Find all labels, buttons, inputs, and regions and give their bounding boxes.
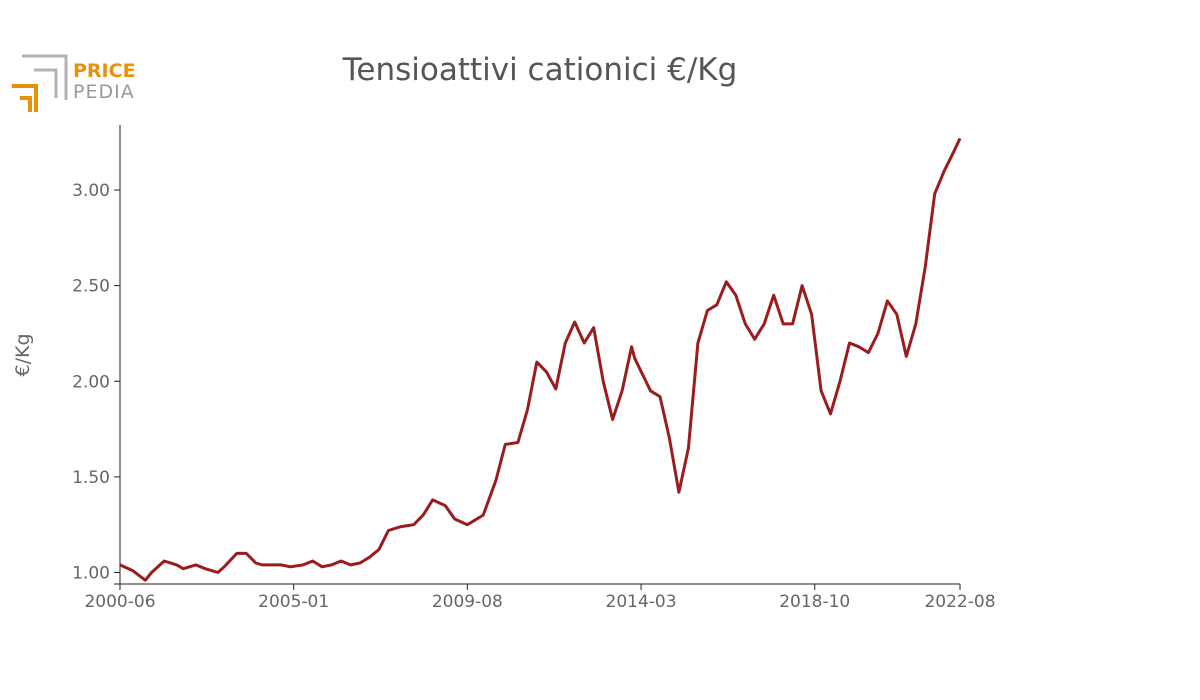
chart-title: Tensioattivi cationici €/Kg [342,52,738,88]
y-axis-label: €/Kg [12,333,34,376]
x-tick-label: 2000-06 [84,592,155,612]
logo-price-text: PRICE [73,60,136,82]
logo-pedia-text: PEDIA [73,81,135,103]
x-axis-ticks: 2000-06 2005-01 2009-08 2014-03 2018-10 2022-… [84,584,996,612]
x-tick-label: 2022-08 [924,592,995,612]
y-tick-label: 2.50 [72,277,110,297]
pricepedia-logo: PRICE PEDIA [12,54,136,112]
y-tick-label: 2.00 [72,372,110,392]
x-tick-label: 2009-08 [432,592,503,612]
logo-mark-icon [12,54,68,112]
y-tick-label: 1.00 [72,564,110,584]
x-tick-label: 2005-01 [258,592,329,612]
x-tick-label: 2018-10 [779,592,850,612]
y-axis-ticks: 1.00 1.50 2.00 2.50 3.00 [72,181,120,584]
series-line [119,137,962,582]
y-tick-label: 1.50 [72,468,110,488]
x-tick-label: 2014-03 [606,592,677,612]
y-tick-label: 3.00 [72,181,110,201]
